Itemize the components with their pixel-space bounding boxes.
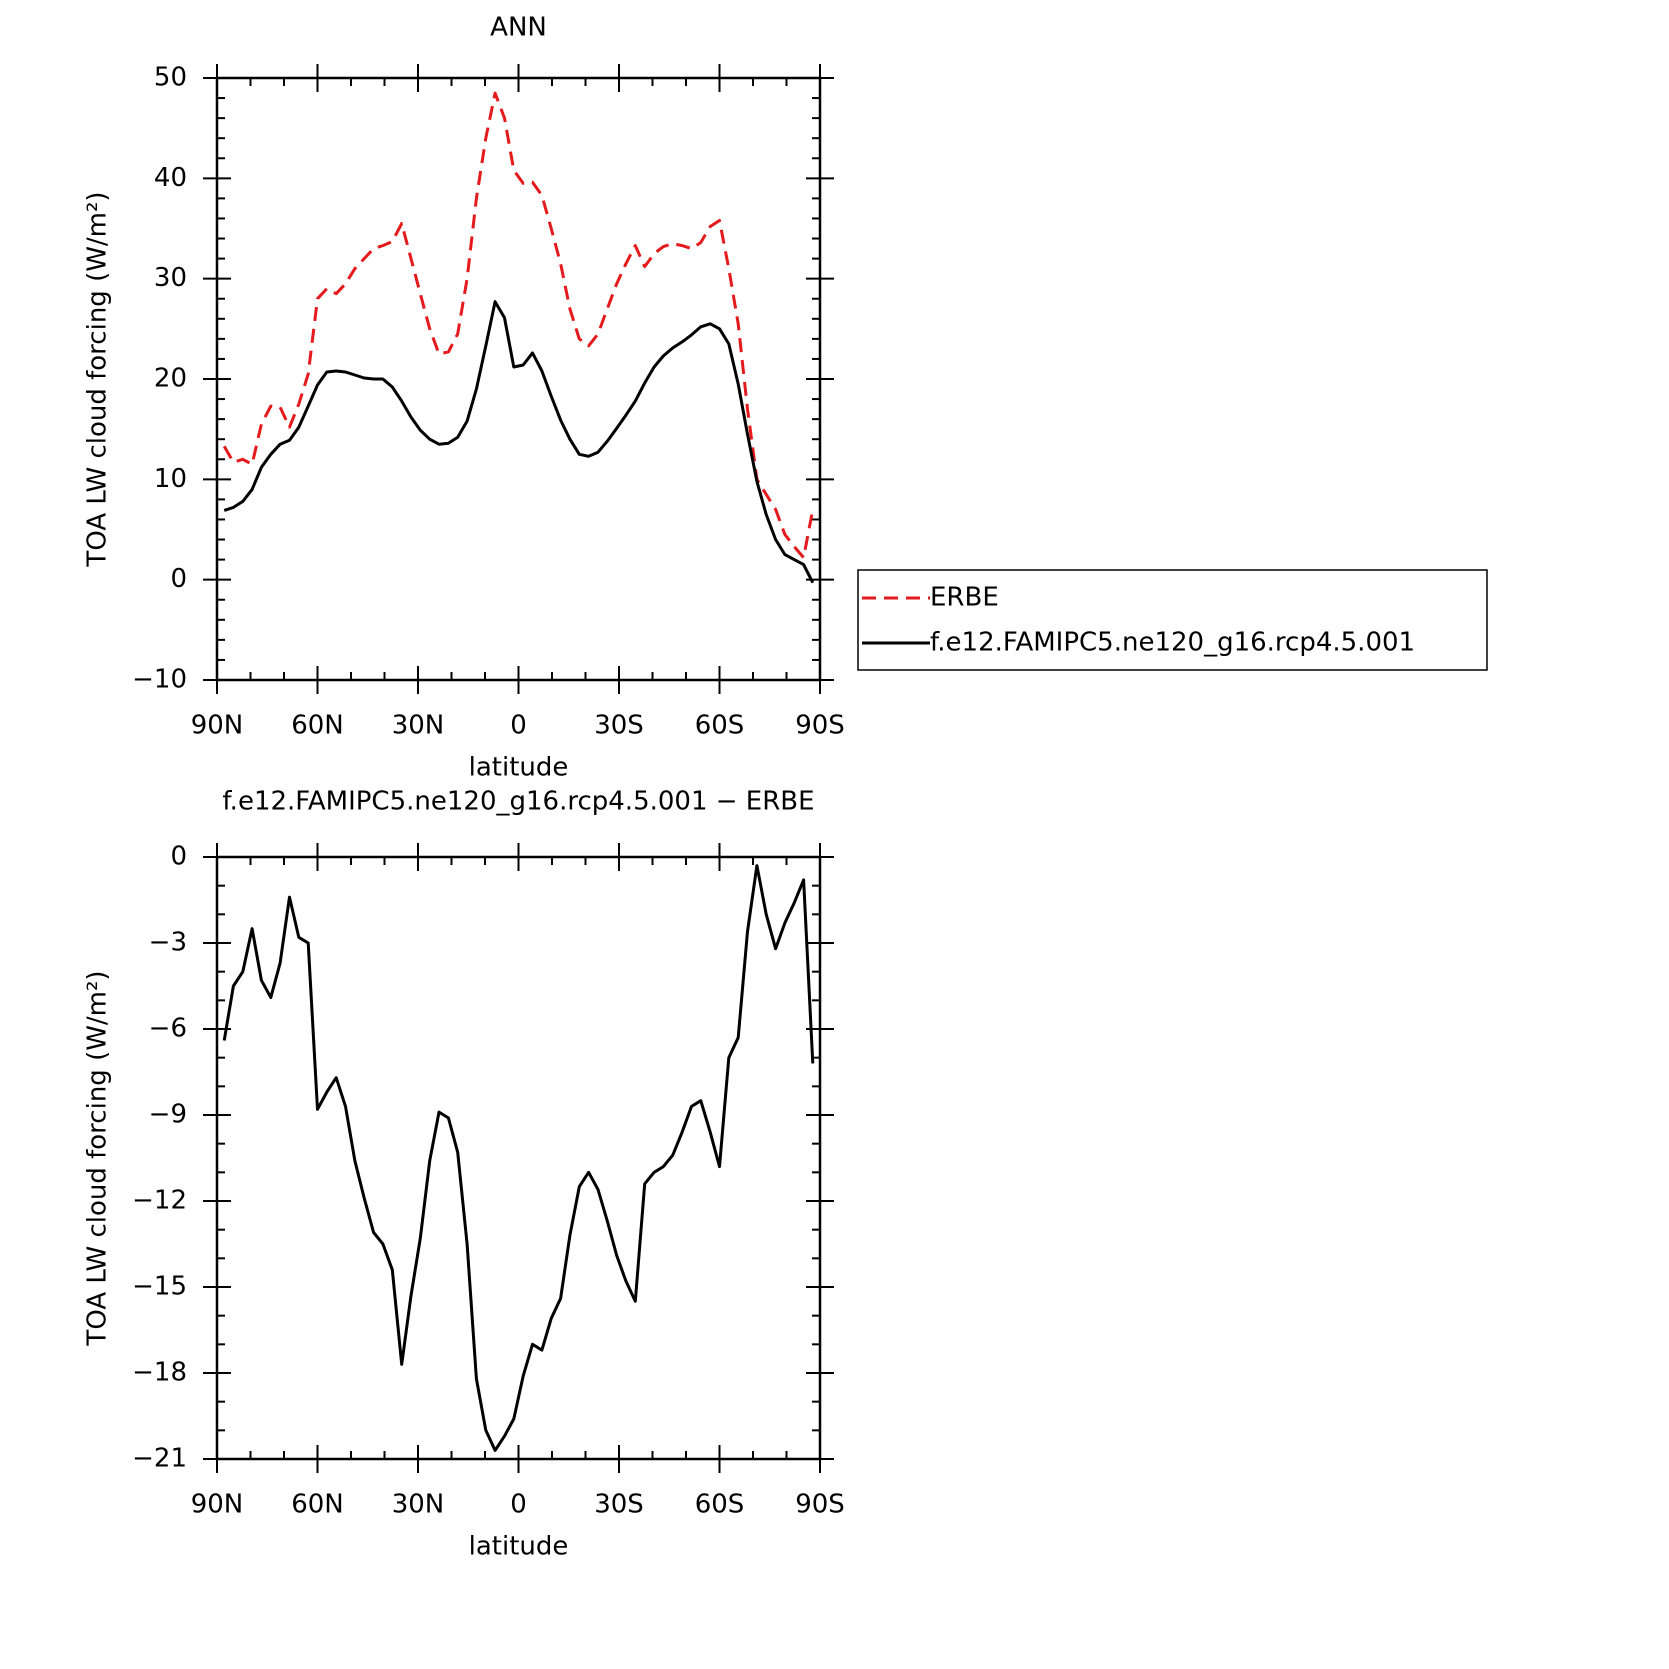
x-tick-label: 90S: [795, 1490, 845, 1520]
x-tick-label: 0: [510, 1490, 527, 1520]
data-line: [222, 91, 815, 560]
y-tick-label: −6: [149, 1014, 187, 1044]
x-tick-label: 30N: [392, 711, 445, 741]
y-tick-label: 0: [170, 842, 187, 872]
x-axis-label: latitude: [469, 753, 569, 783]
legend-label: ERBE: [930, 583, 999, 613]
chart-title: f.e12.FAMIPC5.ne120_g16.rcp4.5.001 − ERB…: [222, 787, 814, 817]
data-line: [223, 300, 815, 584]
x-tick-label: 90S: [795, 711, 845, 741]
y-tick-label: 40: [154, 163, 187, 193]
data-line: [222, 864, 815, 1452]
x-tick-label: 30S: [594, 711, 644, 741]
y-tick-label: −10: [132, 665, 187, 695]
y-tick-label: −12: [132, 1186, 187, 1216]
y-tick-label: 20: [154, 364, 187, 394]
y-tick-label: −15: [132, 1272, 187, 1302]
x-tick-label: 90N: [191, 711, 244, 741]
plot-frame: [215, 76, 822, 682]
plot-frame: [215, 855, 822, 1461]
x-tick-label: 0: [510, 711, 527, 741]
y-tick-label: −3: [149, 928, 187, 958]
y-tick-label: 30: [154, 263, 187, 293]
x-tick-label: 60N: [291, 711, 344, 741]
x-tick-label: 60N: [291, 1490, 344, 1520]
y-axis-label: TOA LW cloud forcing (W/m²): [83, 191, 113, 567]
x-axis-label: latitude: [469, 1532, 569, 1562]
y-tick-label: −21: [132, 1444, 187, 1474]
y-tick-label: 50: [154, 63, 187, 93]
y-tick-label: 0: [170, 564, 187, 594]
x-tick-label: 60S: [695, 1490, 745, 1520]
x-tick-label: 60S: [695, 711, 745, 741]
legend-label: f.e12.FAMIPC5.ne120_g16.rcp4.5.001: [930, 628, 1415, 658]
y-tick-label: −9: [149, 1100, 187, 1130]
x-tick-label: 30S: [594, 1490, 644, 1520]
legend-box: [857, 569, 1488, 671]
x-tick-label: 90N: [191, 1490, 244, 1520]
chart-title: ANN: [490, 13, 547, 43]
x-tick-label: 30N: [392, 1490, 445, 1520]
y-tick-label: −18: [132, 1358, 187, 1388]
y-axis-label: TOA LW cloud forcing (W/m²): [83, 970, 113, 1346]
y-tick-label: 10: [154, 464, 187, 494]
